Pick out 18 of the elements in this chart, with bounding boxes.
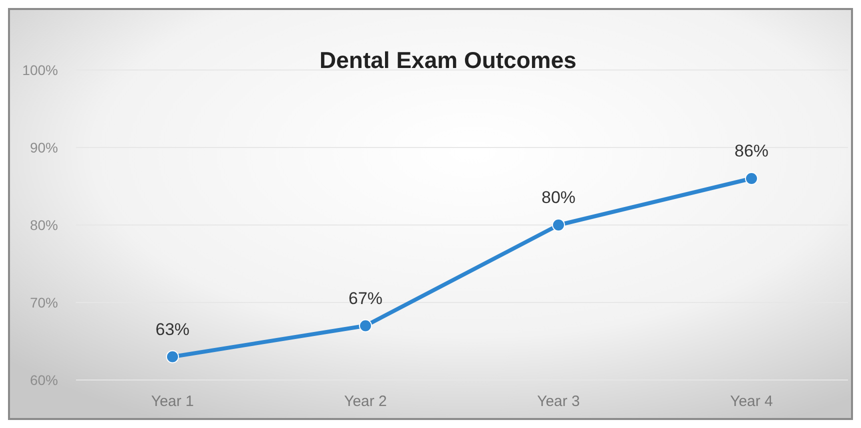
chart-title: Dental Exam Outcomes <box>320 47 576 73</box>
y-tick-label: 60% <box>30 372 58 388</box>
x-tick-label: Year 2 <box>344 393 387 410</box>
point <box>166 350 179 364</box>
y-tick-label: 80% <box>30 216 58 233</box>
point <box>359 319 372 332</box>
y-tick-label: 70% <box>30 294 58 310</box>
data-label: 80% <box>541 188 576 207</box>
x-tick-label: Year 1 <box>151 393 194 410</box>
y-tick-label: 90% <box>30 139 58 156</box>
point <box>745 172 758 185</box>
data-label: 67% <box>348 288 383 308</box>
data-label: 63% <box>155 320 190 339</box>
x-tick-label: Year 3 <box>537 393 580 410</box>
x-tick-label: Year 4 <box>730 393 773 410</box>
y-tick-label: 100% <box>22 62 58 78</box>
data-label: 86% <box>734 142 769 160</box>
point <box>552 218 565 232</box>
